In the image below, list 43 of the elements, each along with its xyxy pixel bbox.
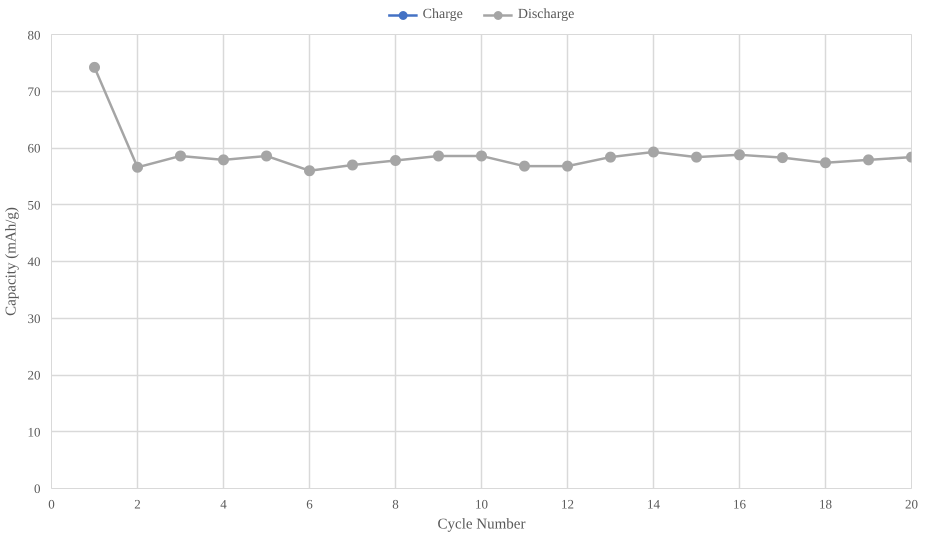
x-tick-label: 2 bbox=[134, 496, 141, 512]
point bbox=[347, 160, 358, 171]
point bbox=[519, 160, 530, 172]
point bbox=[433, 150, 444, 162]
point bbox=[132, 162, 143, 173]
point bbox=[691, 152, 702, 163]
x-tick-label: 6 bbox=[306, 496, 314, 512]
x-tick-label: 4 bbox=[220, 496, 228, 512]
legend-label: Discharge bbox=[518, 7, 574, 23]
point bbox=[390, 154, 401, 166]
y-tick-label: 30 bbox=[28, 310, 40, 326]
point bbox=[777, 152, 788, 164]
y-tick-label: 40 bbox=[28, 254, 40, 269]
y-tick-label: 80 bbox=[28, 28, 40, 42]
x-axis-title: Cycle Number bbox=[438, 516, 526, 532]
point bbox=[175, 150, 186, 162]
point bbox=[89, 62, 100, 73]
x-tick-label: 14 bbox=[647, 496, 660, 512]
y-tick-label: 20 bbox=[28, 368, 40, 382]
point bbox=[562, 160, 573, 172]
point bbox=[261, 150, 272, 162]
point bbox=[734, 149, 745, 160]
x-tick-label: 16 bbox=[733, 496, 746, 512]
x-tick-label: 8 bbox=[392, 496, 399, 512]
point bbox=[218, 154, 229, 166]
point bbox=[476, 150, 487, 162]
y-tick-label: 50 bbox=[28, 197, 40, 212]
y-axis-title: Capacity (mAh/g) bbox=[4, 207, 20, 316]
point bbox=[304, 165, 315, 176]
y-tick-label: 70 bbox=[28, 84, 40, 99]
point bbox=[605, 152, 616, 163]
x-tick-label: 18 bbox=[819, 496, 832, 512]
x-tick-label: 10 bbox=[475, 496, 488, 512]
y-tick-label: 60 bbox=[28, 140, 40, 156]
y-tick-label: 0 bbox=[34, 481, 40, 496]
point bbox=[863, 154, 874, 166]
y-tick-label: 10 bbox=[28, 424, 40, 440]
point bbox=[820, 157, 831, 168]
legend-label: Charge bbox=[422, 7, 463, 23]
point bbox=[648, 146, 659, 158]
x-tick-label: 20 bbox=[905, 496, 918, 512]
x-tick-label: 0 bbox=[48, 496, 55, 512]
x-tick-label: 12 bbox=[561, 496, 574, 512]
